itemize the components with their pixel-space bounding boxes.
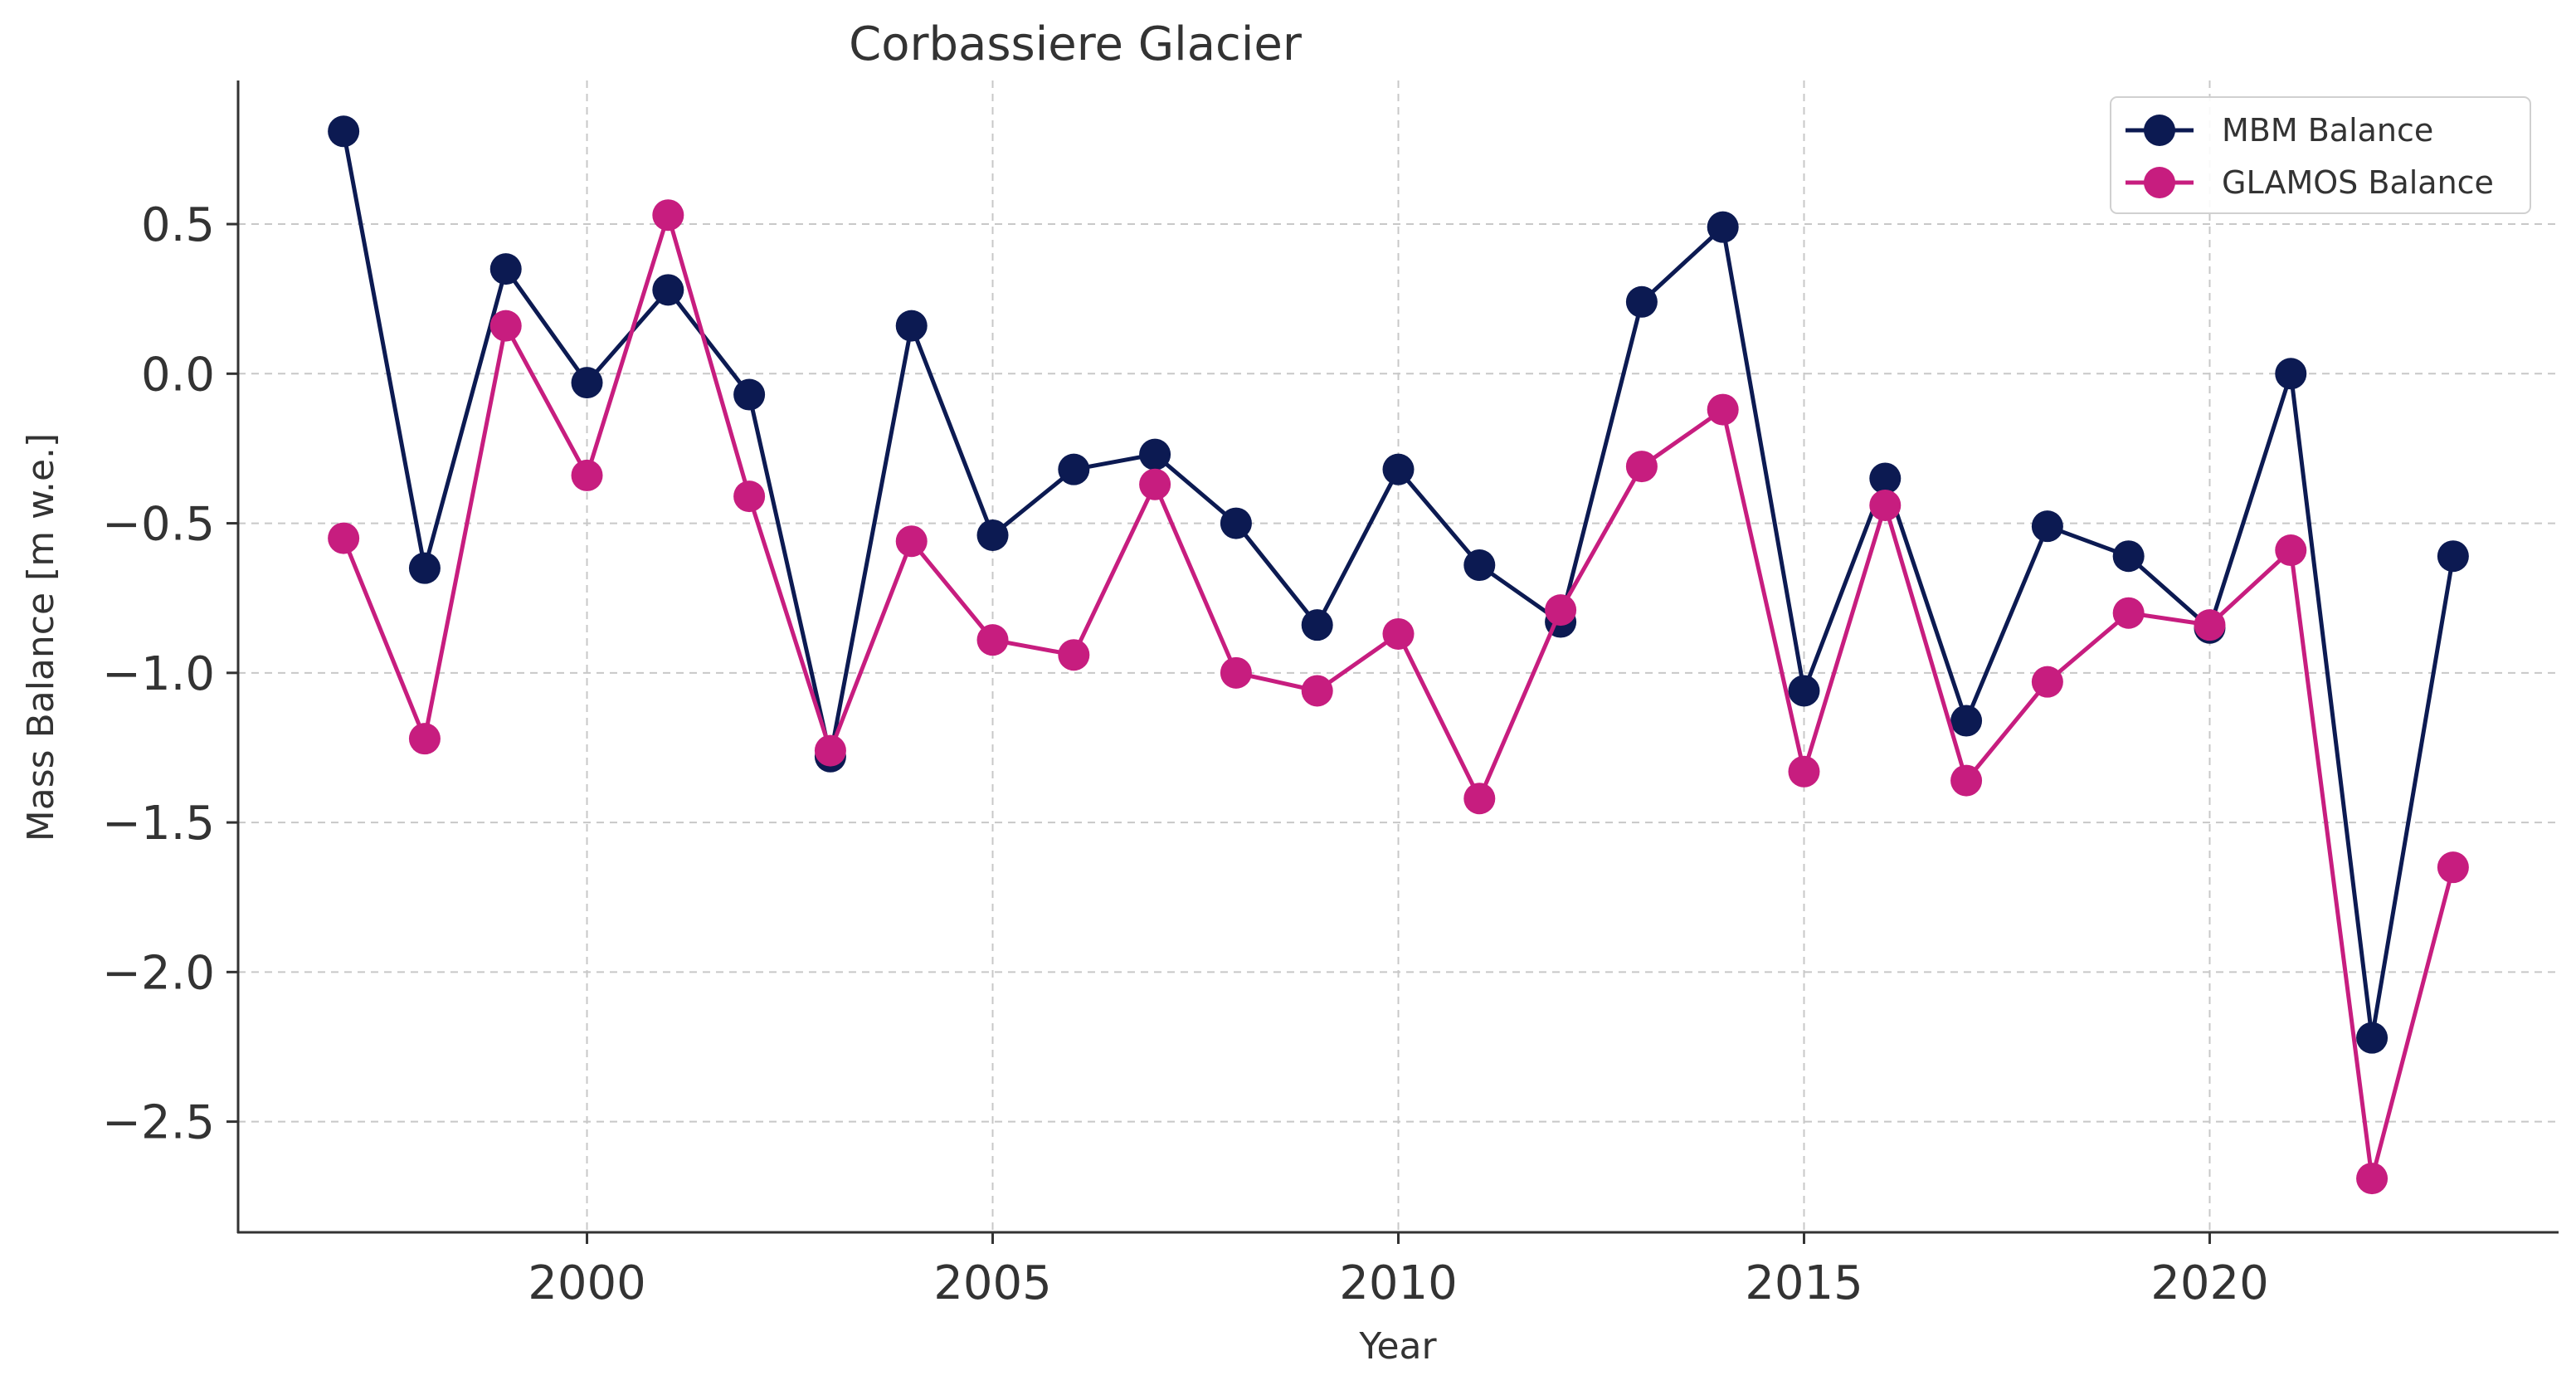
y-tick-label: −1.0 [102, 647, 215, 701]
x-axis-label: Year [1358, 1325, 1437, 1368]
legend: MBM Balance GLAMOS Balance [2110, 96, 2531, 214]
data-point [571, 367, 603, 399]
x-tick-label: 2000 [528, 1256, 646, 1310]
legend-label: MBM Balance [2222, 112, 2433, 149]
data-point [1625, 451, 1658, 483]
series-layer [328, 115, 2469, 1195]
data-point [2437, 851, 2469, 884]
data-point [1463, 549, 1496, 582]
data-point [1058, 453, 1090, 485]
data-point [489, 310, 522, 342]
data-point [1139, 468, 1171, 500]
data-point [1625, 285, 1658, 318]
data-point [1950, 764, 1983, 797]
data-point [408, 723, 441, 755]
data-point [895, 525, 928, 558]
data-point [733, 378, 766, 411]
data-point [1869, 489, 1902, 521]
y-tick-label: 0.0 [141, 348, 215, 402]
data-point [2437, 540, 2469, 573]
data-point [2031, 510, 2063, 543]
data-point [1788, 755, 1820, 788]
data-point [1707, 393, 1739, 426]
data-point [1869, 462, 1902, 495]
chart-title: Corbassiere Glacier [849, 17, 1303, 71]
data-point [1139, 438, 1171, 471]
x-tick-label: 2005 [933, 1256, 1052, 1310]
axis-ticks: 2000 2005 2010 2015 2020 0.5 0.0 −0.5 −1.0 −1.5 −2… [102, 198, 2269, 1310]
data-point [1545, 594, 1577, 627]
data-point [895, 310, 928, 342]
data-point [1382, 617, 1415, 650]
data-point [976, 519, 1009, 551]
data-point [1788, 675, 1820, 707]
legend-marker [2144, 115, 2175, 146]
data-point [2194, 609, 2226, 641]
x-tick-label: 2020 [2150, 1256, 2269, 1310]
x-tick-label: 2015 [1745, 1256, 1863, 1310]
data-point [2356, 1163, 2389, 1195]
data-point [976, 624, 1009, 656]
data-point [1382, 453, 1415, 485]
data-point [1301, 609, 1333, 641]
data-point [2112, 540, 2145, 573]
legend-marker [2144, 167, 2175, 198]
data-point [328, 115, 360, 148]
data-point [408, 552, 441, 584]
data-point [2275, 358, 2307, 390]
data-point [1220, 656, 1252, 689]
y-tick-label: 0.5 [141, 198, 215, 252]
data-point [733, 480, 766, 513]
data-point [1301, 675, 1333, 707]
data-point [1058, 639, 1090, 671]
data-point [652, 199, 684, 232]
y-tick-label: −2.0 [102, 946, 215, 1000]
data-point [1707, 211, 1739, 243]
data-point [2112, 597, 2145, 629]
data-point [489, 253, 522, 285]
legend-label: GLAMOS Balance [2222, 164, 2494, 201]
data-point [571, 459, 603, 491]
data-point [2031, 666, 2063, 698]
y-axis-label: Mass Balance [m w.e.] [20, 433, 62, 841]
x-tick-label: 2010 [1339, 1256, 1458, 1310]
grid [238, 80, 2559, 1232]
y-tick-label: −2.5 [102, 1096, 215, 1150]
data-point [1463, 783, 1496, 815]
data-point [2275, 534, 2307, 567]
data-point [1950, 705, 1983, 737]
data-point [2356, 1022, 2389, 1054]
data-point [1220, 507, 1252, 539]
y-tick-label: −0.5 [102, 498, 215, 552]
legend-frame [2110, 96, 2531, 214]
y-tick-label: −1.5 [102, 797, 215, 851]
series-2 [328, 199, 2469, 1195]
data-point [328, 522, 360, 554]
data-point [814, 734, 846, 767]
data-point [652, 274, 684, 306]
